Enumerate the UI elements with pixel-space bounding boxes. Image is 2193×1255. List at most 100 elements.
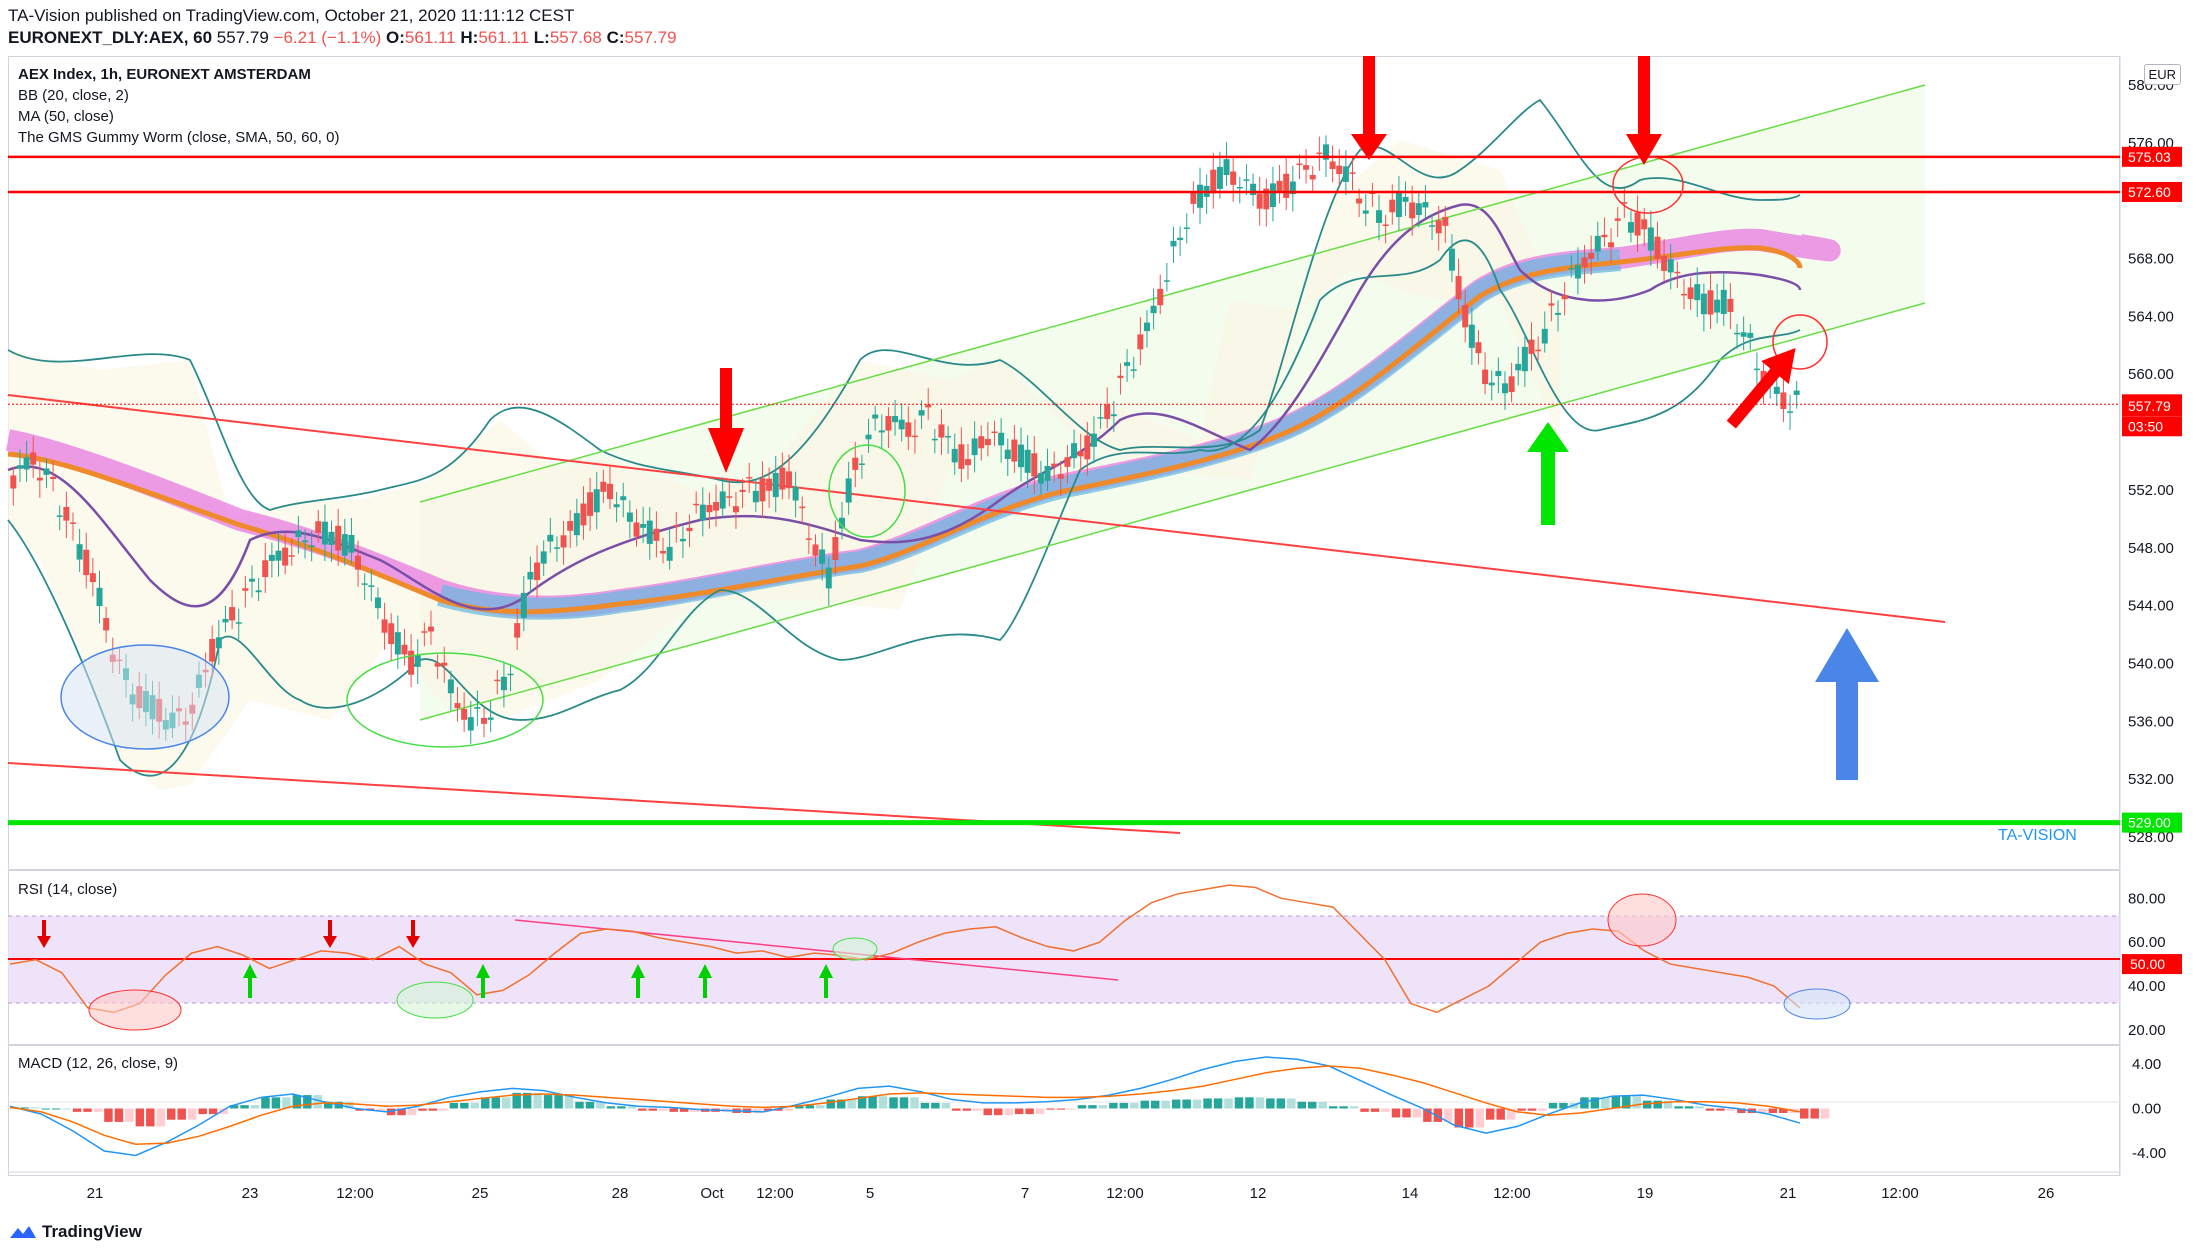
macd-hist-bar	[1475, 1108, 1484, 1128]
rsi-arrow-down-head	[406, 936, 420, 948]
macd-hist-bar	[1548, 1102, 1558, 1109]
candle-body	[235, 622, 242, 624]
candle-body	[96, 587, 103, 607]
symbol-ohlc-line: EURONEXT_DLY:AEX, 60 557.79 −6.21 (−1.1%…	[8, 28, 677, 48]
candle-body	[76, 544, 83, 560]
time-tick-label: 7	[1021, 1185, 1029, 1202]
candle-body	[1555, 312, 1562, 315]
macd-hist-bar	[857, 1096, 867, 1109]
candle-body	[1515, 363, 1522, 371]
candle-body	[964, 459, 971, 466]
macd-hist-bar	[240, 1105, 249, 1109]
macd-hist-bar	[397, 1108, 406, 1116]
macd-hist-bar	[1580, 1097, 1589, 1109]
macd-hist-bar	[868, 1096, 877, 1109]
macd-hist-bar	[1098, 1105, 1108, 1109]
macd-hist-bar	[1454, 1108, 1464, 1128]
candle-body	[1707, 290, 1714, 315]
candle-body	[23, 457, 30, 470]
candle-body	[1462, 304, 1469, 328]
candle-body	[1163, 280, 1170, 282]
candle-body	[1608, 242, 1615, 248]
candle-body	[487, 717, 494, 720]
currency-badge[interactable]: EUR	[2143, 64, 2181, 85]
candle-body	[494, 679, 501, 682]
macd-hist-bar	[795, 1105, 804, 1109]
candle-body	[1740, 332, 1747, 337]
candle-body	[580, 503, 587, 526]
macd-axis[interactable]: 4.00 0.00 -4.00	[2132, 1056, 2166, 1162]
candle-body	[1143, 322, 1150, 332]
macd-hist-bar	[1705, 1108, 1715, 1111]
candle-body	[1269, 183, 1276, 208]
candle-body	[275, 550, 282, 561]
macd-hist-bar	[104, 1108, 113, 1122]
macd-hist-bar	[1370, 1108, 1380, 1112]
candle-body	[421, 631, 428, 633]
candle-body	[713, 501, 720, 511]
macd-hist-bar	[1213, 1098, 1223, 1109]
candle-body	[540, 551, 547, 564]
candle-body	[938, 424, 945, 438]
rsi-arrow-up-head	[698, 964, 712, 978]
candle-body	[381, 619, 388, 633]
candle-body	[1230, 171, 1237, 185]
macd-hist-bar	[282, 1097, 291, 1109]
candle-body	[573, 513, 580, 536]
arrow-down-oct	[708, 368, 744, 473]
channel-upper	[419, 84, 1926, 503]
macd-hist-bar	[1820, 1108, 1830, 1119]
macd-hist-bar	[931, 1102, 940, 1109]
tradingview-logo[interactable]: TradingView	[10, 1222, 142, 1242]
candle-body	[507, 673, 514, 676]
candle-body	[295, 530, 302, 538]
publisher-line: TA-Vision published on TradingView.com, …	[8, 6, 575, 25]
candle-body	[481, 717, 488, 724]
watermark: TA-VISION	[1998, 827, 2077, 844]
rsi-title: RSI (14, close)	[18, 881, 118, 898]
candle-body	[215, 637, 222, 649]
candle-body	[560, 535, 567, 548]
time-tick-label: 26	[2038, 1185, 2055, 1202]
macd-hist-bar	[229, 1105, 239, 1109]
macd-hist-bar	[1726, 1108, 1736, 1111]
macd-hist-bar	[690, 1108, 699, 1112]
candle-body	[1734, 332, 1741, 335]
rsi-arrow-up	[703, 976, 707, 998]
candle-body	[593, 489, 600, 513]
candles-group	[10, 135, 1800, 744]
candle-body	[1389, 199, 1396, 213]
candle-body	[368, 585, 375, 587]
candle-body	[971, 438, 978, 456]
open-value: 561.11	[404, 28, 456, 47]
price-tick-label: 536.00	[2128, 713, 2174, 730]
macd-hist-bar	[543, 1095, 553, 1109]
price-tick-label: 528.00	[2128, 829, 2174, 846]
macd-hist-bar	[1506, 1108, 1516, 1120]
candle-body	[1236, 186, 1243, 189]
arrow-up-blue	[1815, 628, 1879, 780]
time-tick-label: 12:00	[1106, 1185, 1144, 1202]
macd-hist-bar	[1601, 1097, 1610, 1109]
candle-body	[1561, 295, 1568, 300]
candle-body	[918, 410, 925, 416]
macd-hist-bar	[1182, 1099, 1191, 1109]
rsi-ellipse-blue	[1783, 988, 1851, 1020]
macd-hist-bar	[1276, 1098, 1286, 1109]
candle-body	[739, 489, 746, 492]
rsi-tick-label: 20.00	[2128, 1022, 2166, 1039]
time-axis[interactable]: 21 23 12:00 25 28 12:00 Oct 5 7 12:00 12 14 12:00 19 2…	[87, 1185, 2055, 1202]
price-tick-label: 540.00	[2128, 656, 2174, 673]
macd-hist-bar	[1308, 1101, 1317, 1109]
candle-body	[1601, 234, 1608, 238]
time-tick-label: 12:00	[756, 1185, 794, 1202]
price-tick-label: 568.00	[2128, 251, 2174, 268]
price-axis[interactable]: 580.00576.00568.00564.00560.00552.00548.…	[2128, 77, 2174, 846]
candle-body	[401, 644, 408, 655]
candle-body	[1051, 463, 1058, 467]
candle-body	[759, 478, 766, 502]
rsi-axis[interactable]: 80.00 60.00 50.00 40.00 20.00	[2122, 890, 2182, 1039]
tradingview-wordmark: TradingView	[42, 1222, 142, 1241]
candle-body	[1356, 198, 1363, 204]
